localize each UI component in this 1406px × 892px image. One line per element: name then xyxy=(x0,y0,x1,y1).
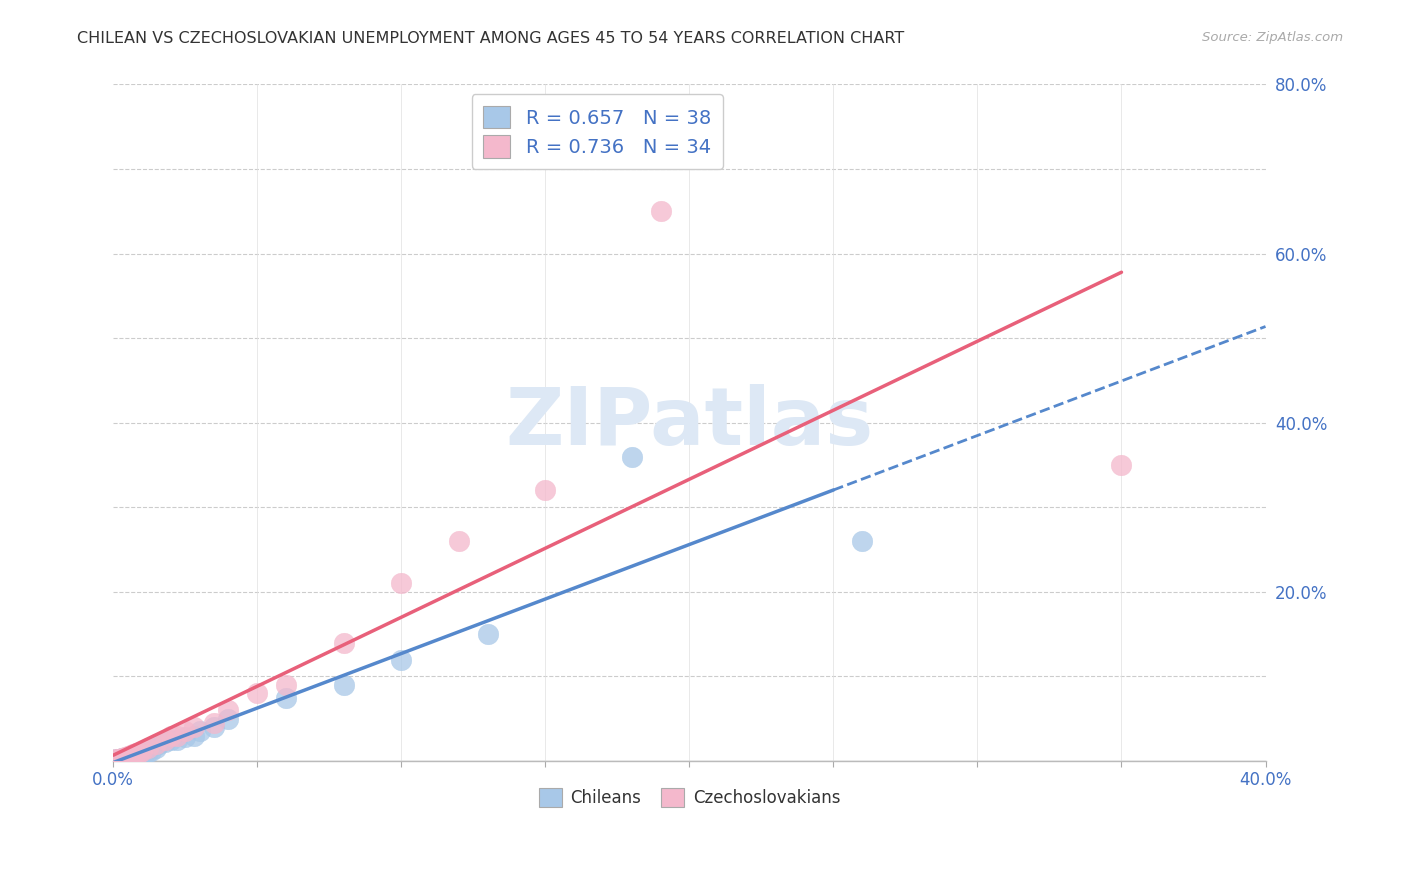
Point xyxy=(120,748,142,763)
Point xyxy=(650,204,672,219)
Point xyxy=(202,716,225,731)
Point xyxy=(145,737,167,751)
Point xyxy=(332,678,354,692)
Point xyxy=(620,450,643,464)
Point xyxy=(114,749,136,764)
Point xyxy=(218,703,240,717)
Point xyxy=(183,720,205,734)
Point xyxy=(145,741,167,756)
Point xyxy=(111,752,134,766)
Point xyxy=(174,731,197,745)
Text: CHILEAN VS CZECHOSLOVAKIAN UNEMPLOYMENT AMONG AGES 45 TO 54 YEARS CORRELATION CH: CHILEAN VS CZECHOSLOVAKIAN UNEMPLOYMENT … xyxy=(77,31,904,46)
Point xyxy=(851,534,873,549)
Point xyxy=(108,752,131,766)
Text: Source: ZipAtlas.com: Source: ZipAtlas.com xyxy=(1202,31,1343,45)
Point xyxy=(134,746,156,760)
Point xyxy=(117,750,139,764)
Point xyxy=(108,753,131,767)
Legend: Chileans, Czechoslovakians: Chileans, Czechoslovakians xyxy=(531,781,846,814)
Point xyxy=(114,750,136,764)
Point xyxy=(389,576,412,591)
Point xyxy=(108,752,131,766)
Point xyxy=(111,750,134,764)
Point xyxy=(117,749,139,764)
Point xyxy=(389,652,412,666)
Point xyxy=(246,686,269,700)
Point xyxy=(160,729,183,743)
Point xyxy=(120,749,142,764)
Point xyxy=(153,735,176,749)
Point xyxy=(111,750,134,764)
Point xyxy=(274,690,297,705)
Point xyxy=(105,752,128,766)
Point xyxy=(160,733,183,747)
Point xyxy=(136,741,159,756)
Point xyxy=(153,733,176,747)
Point xyxy=(125,748,148,763)
Point xyxy=(122,747,145,762)
Point xyxy=(534,483,557,498)
Point xyxy=(117,749,139,764)
Point xyxy=(117,749,139,764)
Point xyxy=(148,737,170,751)
Point xyxy=(136,745,159,759)
Point xyxy=(218,712,240,726)
Point xyxy=(120,749,142,764)
Point xyxy=(166,729,188,743)
Point xyxy=(183,729,205,743)
Point xyxy=(111,751,134,765)
Point xyxy=(174,724,197,739)
Point xyxy=(131,744,153,758)
Point xyxy=(122,749,145,764)
Point xyxy=(166,733,188,747)
Point xyxy=(128,746,150,760)
Point xyxy=(122,748,145,763)
Point xyxy=(188,724,211,739)
Point xyxy=(108,751,131,765)
Point xyxy=(447,534,470,549)
Point xyxy=(105,753,128,767)
Point xyxy=(274,678,297,692)
Point xyxy=(125,747,148,761)
Point xyxy=(1111,458,1133,472)
Point xyxy=(128,747,150,762)
Point xyxy=(202,720,225,734)
Point xyxy=(477,627,499,641)
Point xyxy=(139,744,162,758)
Point xyxy=(105,752,128,766)
Point xyxy=(131,747,153,761)
Point xyxy=(105,753,128,767)
Text: ZIPatlas: ZIPatlas xyxy=(505,384,873,462)
Point xyxy=(114,751,136,765)
Point xyxy=(108,751,131,765)
Point xyxy=(332,635,354,649)
Point xyxy=(114,750,136,764)
Point xyxy=(111,751,134,765)
